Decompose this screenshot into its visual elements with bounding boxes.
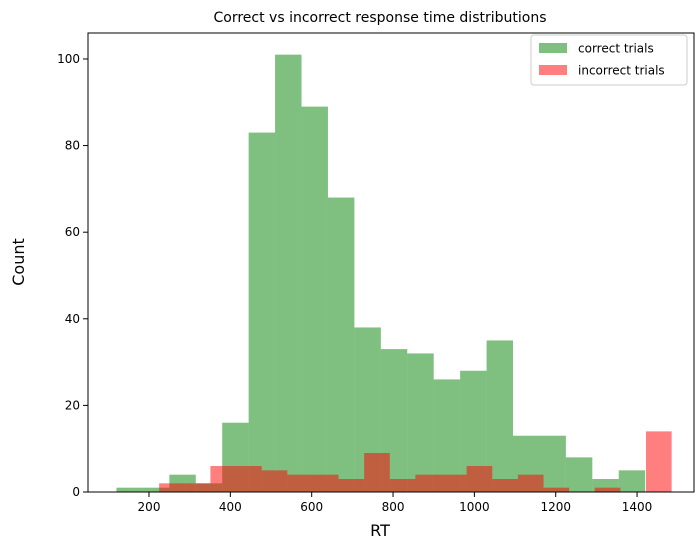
x-tick-label: 600 bbox=[300, 500, 323, 514]
x-tick-label: 800 bbox=[382, 500, 405, 514]
histogram-bar bbox=[338, 479, 365, 492]
legend: correct trials incorrect trials bbox=[530, 34, 688, 86]
legend-label-correct: correct trials bbox=[578, 42, 654, 56]
histogram-bar bbox=[248, 132, 276, 492]
chart-title: Correct vs incorrect response time distr… bbox=[213, 10, 546, 26]
histogram-bar bbox=[441, 474, 467, 492]
histogram-bar bbox=[517, 474, 544, 492]
legend-swatch-incorrect bbox=[539, 65, 567, 75]
histogram-bar bbox=[364, 453, 390, 492]
histogram-bar bbox=[492, 479, 518, 492]
x-axis-ticks: 200 400 600 800 1000 1200 1400 bbox=[138, 492, 653, 514]
y-tick-label: 80 bbox=[65, 139, 80, 153]
x-tick-label: 1400 bbox=[622, 500, 653, 514]
legend-swatch-correct bbox=[539, 43, 567, 53]
y-tick-label: 0 bbox=[72, 485, 80, 499]
histogram-bar bbox=[543, 487, 570, 492]
histogram-bar bbox=[312, 474, 339, 492]
x-tick-label: 200 bbox=[138, 500, 161, 514]
histogram-bar bbox=[236, 466, 262, 492]
y-tick-label: 40 bbox=[65, 312, 80, 326]
histogram-bar bbox=[466, 466, 493, 492]
y-tick-label: 60 bbox=[65, 225, 80, 239]
histogram-bar bbox=[327, 197, 355, 492]
legend-box bbox=[530, 34, 688, 86]
histogram-bar bbox=[415, 474, 442, 492]
histogram-bar bbox=[159, 483, 185, 492]
plot-frame bbox=[87, 32, 695, 493]
histogram-bar bbox=[116, 487, 143, 492]
histogram-bar bbox=[407, 353, 434, 492]
histogram-bar bbox=[301, 106, 328, 492]
histogram-bar bbox=[261, 470, 288, 492]
x-tick-label: 400 bbox=[219, 500, 242, 514]
histogram-bar bbox=[184, 483, 211, 492]
y-tick-label: 20 bbox=[65, 398, 80, 412]
bars-layer bbox=[116, 54, 672, 493]
histogram-bar bbox=[646, 431, 672, 492]
histogram-bar bbox=[389, 479, 416, 492]
x-axis-label: RT bbox=[370, 521, 390, 540]
series-1 bbox=[159, 431, 672, 492]
legend-label-incorrect: incorrect trials bbox=[578, 64, 665, 78]
y-axis-ticks: 0 20 40 60 80 100 bbox=[57, 52, 88, 499]
y-axis-label: Count bbox=[9, 238, 28, 286]
histogram-bar bbox=[618, 470, 646, 492]
histogram-bar bbox=[433, 379, 461, 492]
histogram-bar bbox=[287, 474, 313, 492]
histogram-bar bbox=[539, 435, 566, 492]
x-tick-label: 1200 bbox=[540, 500, 571, 514]
histogram-bar bbox=[565, 457, 593, 492]
histogram-bar bbox=[142, 487, 170, 492]
histogram-bar bbox=[594, 487, 621, 492]
x-tick-label: 1000 bbox=[459, 500, 490, 514]
histogram-bar bbox=[275, 54, 302, 493]
series-0 bbox=[116, 54, 646, 493]
histogram-bar bbox=[210, 466, 237, 492]
y-tick-label: 100 bbox=[57, 52, 80, 66]
